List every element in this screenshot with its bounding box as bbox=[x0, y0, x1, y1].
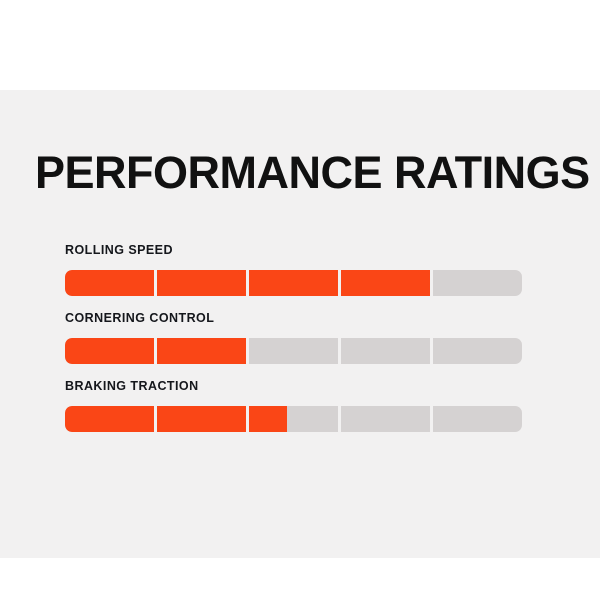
rating-bar bbox=[65, 338, 522, 364]
rating-bar bbox=[65, 270, 522, 296]
rating-bar-segment-fill bbox=[157, 270, 246, 296]
rating-bar-segment-fill bbox=[65, 270, 154, 296]
rating-bar-segment bbox=[249, 406, 338, 432]
page-title: PERFORMANCE RATINGS bbox=[35, 147, 590, 198]
rating-bar-segment bbox=[341, 406, 430, 432]
ratings-card-panel bbox=[0, 90, 600, 558]
rating-row: ROLLING SPEED bbox=[65, 243, 522, 311]
rating-bar-segment bbox=[65, 338, 154, 364]
rating-bar-segment bbox=[157, 338, 246, 364]
rating-bar-segment-fill bbox=[157, 406, 246, 432]
rating-label: BRAKING TRACTION bbox=[65, 379, 199, 393]
rating-bar-segment-fill bbox=[341, 270, 430, 296]
rating-bar-segment-fill bbox=[65, 338, 154, 364]
rating-label: CORNERING CONTROL bbox=[65, 311, 215, 325]
rating-bar-segment bbox=[433, 406, 522, 432]
rating-bar-segment bbox=[249, 338, 338, 364]
rating-bar-segment bbox=[341, 338, 430, 364]
rating-bar-segment-fill bbox=[249, 270, 338, 296]
rating-bar bbox=[65, 406, 522, 432]
rating-bar-segment bbox=[157, 270, 246, 296]
rating-bar-segment bbox=[65, 270, 154, 296]
rating-bar-segment-fill bbox=[65, 406, 154, 432]
rating-bar-segment bbox=[157, 406, 246, 432]
ratings-list: ROLLING SPEED CORNERING CONTROL BRAKING TR… bbox=[65, 243, 522, 447]
rating-bar-segment bbox=[433, 270, 522, 296]
rating-bar-segment bbox=[249, 270, 338, 296]
rating-label: ROLLING SPEED bbox=[65, 243, 173, 257]
rating-row: BRAKING TRACTION bbox=[65, 379, 522, 447]
rating-bar-segment bbox=[65, 406, 154, 432]
rating-bar-segment bbox=[433, 338, 522, 364]
rating-row: CORNERING CONTROL bbox=[65, 311, 522, 379]
rating-bar-segment bbox=[341, 270, 430, 296]
rating-bar-segment-fill bbox=[157, 338, 246, 364]
rating-bar-segment-fill bbox=[249, 406, 288, 432]
